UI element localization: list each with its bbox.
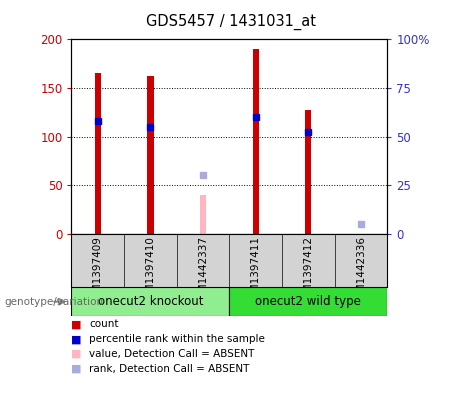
Text: rank, Detection Call = ABSENT: rank, Detection Call = ABSENT bbox=[89, 364, 249, 374]
Text: onecut2 wild type: onecut2 wild type bbox=[255, 295, 361, 308]
Text: genotype/variation: genotype/variation bbox=[5, 297, 104, 307]
Bar bbox=[229, 287, 387, 316]
Text: count: count bbox=[89, 319, 118, 329]
Text: GSM1397410: GSM1397410 bbox=[145, 237, 155, 307]
Bar bbox=[200, 195, 206, 234]
Text: GSM1442336: GSM1442336 bbox=[356, 237, 366, 307]
Text: GSM1397409: GSM1397409 bbox=[93, 237, 103, 307]
Text: percentile rank within the sample: percentile rank within the sample bbox=[89, 334, 265, 344]
Text: GSM1397411: GSM1397411 bbox=[251, 237, 260, 307]
Bar bbox=[253, 49, 259, 234]
Text: GSM1442337: GSM1442337 bbox=[198, 237, 208, 307]
Text: ■: ■ bbox=[71, 364, 82, 374]
Text: ■: ■ bbox=[71, 349, 82, 359]
Text: ■: ■ bbox=[71, 319, 82, 329]
Bar bbox=[305, 110, 312, 234]
Bar bbox=[147, 76, 154, 234]
Text: GSM1397412: GSM1397412 bbox=[303, 237, 313, 307]
Bar bbox=[71, 287, 229, 316]
Text: ■: ■ bbox=[71, 334, 82, 344]
Text: value, Detection Call = ABSENT: value, Detection Call = ABSENT bbox=[89, 349, 254, 359]
Text: GDS5457 / 1431031_at: GDS5457 / 1431031_at bbox=[146, 14, 315, 30]
Bar bbox=[95, 73, 101, 234]
Text: onecut2 knockout: onecut2 knockout bbox=[98, 295, 203, 308]
